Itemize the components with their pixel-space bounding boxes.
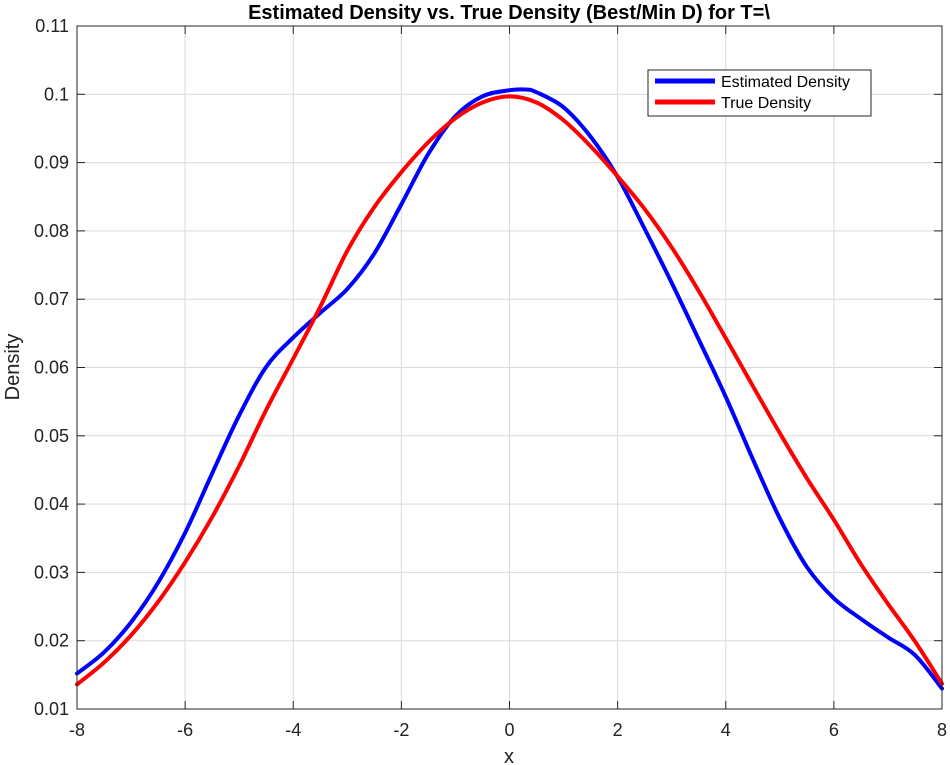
x-tick-label: -2 (393, 720, 409, 740)
x-tick-label: 2 (613, 720, 623, 740)
y-axis: 0.01 0.02 0.03 0.04 0.05 0.06 0.07 0.08 0.09 0.1 0… (34, 16, 942, 719)
chart-title: Estimated Density vs. True Density (Best… (248, 2, 770, 24)
x-axis-label: x (504, 746, 514, 765)
series-layer (75, 87, 944, 691)
y-tick-label: 0.06 (34, 358, 69, 378)
series-line-estimated-density (75, 87, 944, 691)
y-tick-label: 0.05 (34, 426, 69, 446)
y-tick-label: 0.09 (34, 153, 69, 173)
x-tick-label: 0 (504, 720, 514, 740)
legend: Estimated Density True Density (647, 69, 872, 117)
x-axis: -8 -6 -4 -2 0 2 4 6 8 (69, 26, 947, 740)
x-tick-label: -8 (69, 720, 85, 740)
y-tick-label: 0.03 (34, 562, 69, 582)
grid-lines (76, 25, 943, 710)
y-tick-label: 0.07 (34, 289, 69, 309)
series-line-true-density (75, 94, 944, 687)
y-tick-label: 0.02 (34, 631, 69, 651)
x-tick-label: 4 (721, 720, 731, 740)
x-tick-label: -4 (285, 720, 301, 740)
y-tick-label: 0.01 (34, 699, 69, 719)
legend-box (647, 69, 872, 117)
y-tick-label: 0.11 (35, 16, 69, 36)
x-tick-label: 8 (937, 720, 947, 740)
legend-entry-estimated: Estimated Density (721, 74, 850, 91)
y-tick-label: 0.08 (34, 221, 69, 241)
y-tick-label: 0.04 (34, 494, 69, 514)
legend-entry-true: True Density (721, 95, 811, 112)
x-tick-label: 6 (829, 720, 839, 740)
x-tick-label: -6 (177, 720, 193, 740)
y-axis-label: Density (2, 334, 24, 401)
y-tick-label: 0.1 (44, 84, 69, 104)
